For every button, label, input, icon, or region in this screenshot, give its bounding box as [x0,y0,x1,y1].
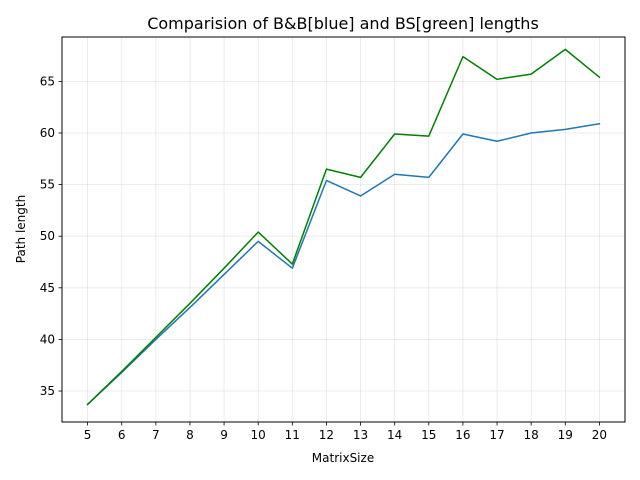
x-axis-ticks: 5 6 7 8 9 10 11 12 13 14 15 16 17 18 19 20 [84,422,607,442]
y-axis-label: Path length [14,195,28,263]
x-tick-label: 19 [558,428,573,442]
x-tick-label: 15 [421,428,436,442]
plot-frame [61,36,626,423]
y-tick-label: 65 [40,74,55,88]
x-tick-label: 6 [118,428,126,442]
chart-title: Comparision of B&B[blue] and BS[green] l… [147,14,539,33]
y-tick-label: 45 [40,281,55,295]
y-tick-label: 40 [40,332,55,346]
x-tick-label: 5 [84,428,92,442]
x-tick-label: 20 [592,428,607,442]
x-tick-label: 11 [285,428,300,442]
x-tick-label: 8 [186,428,194,442]
x-tick-label: 17 [489,428,504,442]
series-line-1 [86,122,601,406]
x-axis-label: MatrixSize [312,451,374,465]
y-tick-label: 35 [40,384,55,398]
y-tick-label: 60 [40,126,55,140]
y-axis-ticks: 35 40 45 50 55 60 65 [40,74,62,398]
x-tick-label: 10 [251,428,266,442]
x-tick-label: 12 [319,428,334,442]
x-tick-label: 14 [387,428,402,442]
x-tick-label: 7 [152,428,160,442]
series-line-2 [86,48,601,406]
series-lines [86,48,601,406]
x-tick-label: 9 [220,428,228,442]
x-tick-label: 13 [353,428,368,442]
y-tick-label: 50 [40,229,55,243]
x-tick-label: 16 [455,428,470,442]
x-tick-label: 18 [524,428,539,442]
y-tick-label: 55 [40,178,55,192]
